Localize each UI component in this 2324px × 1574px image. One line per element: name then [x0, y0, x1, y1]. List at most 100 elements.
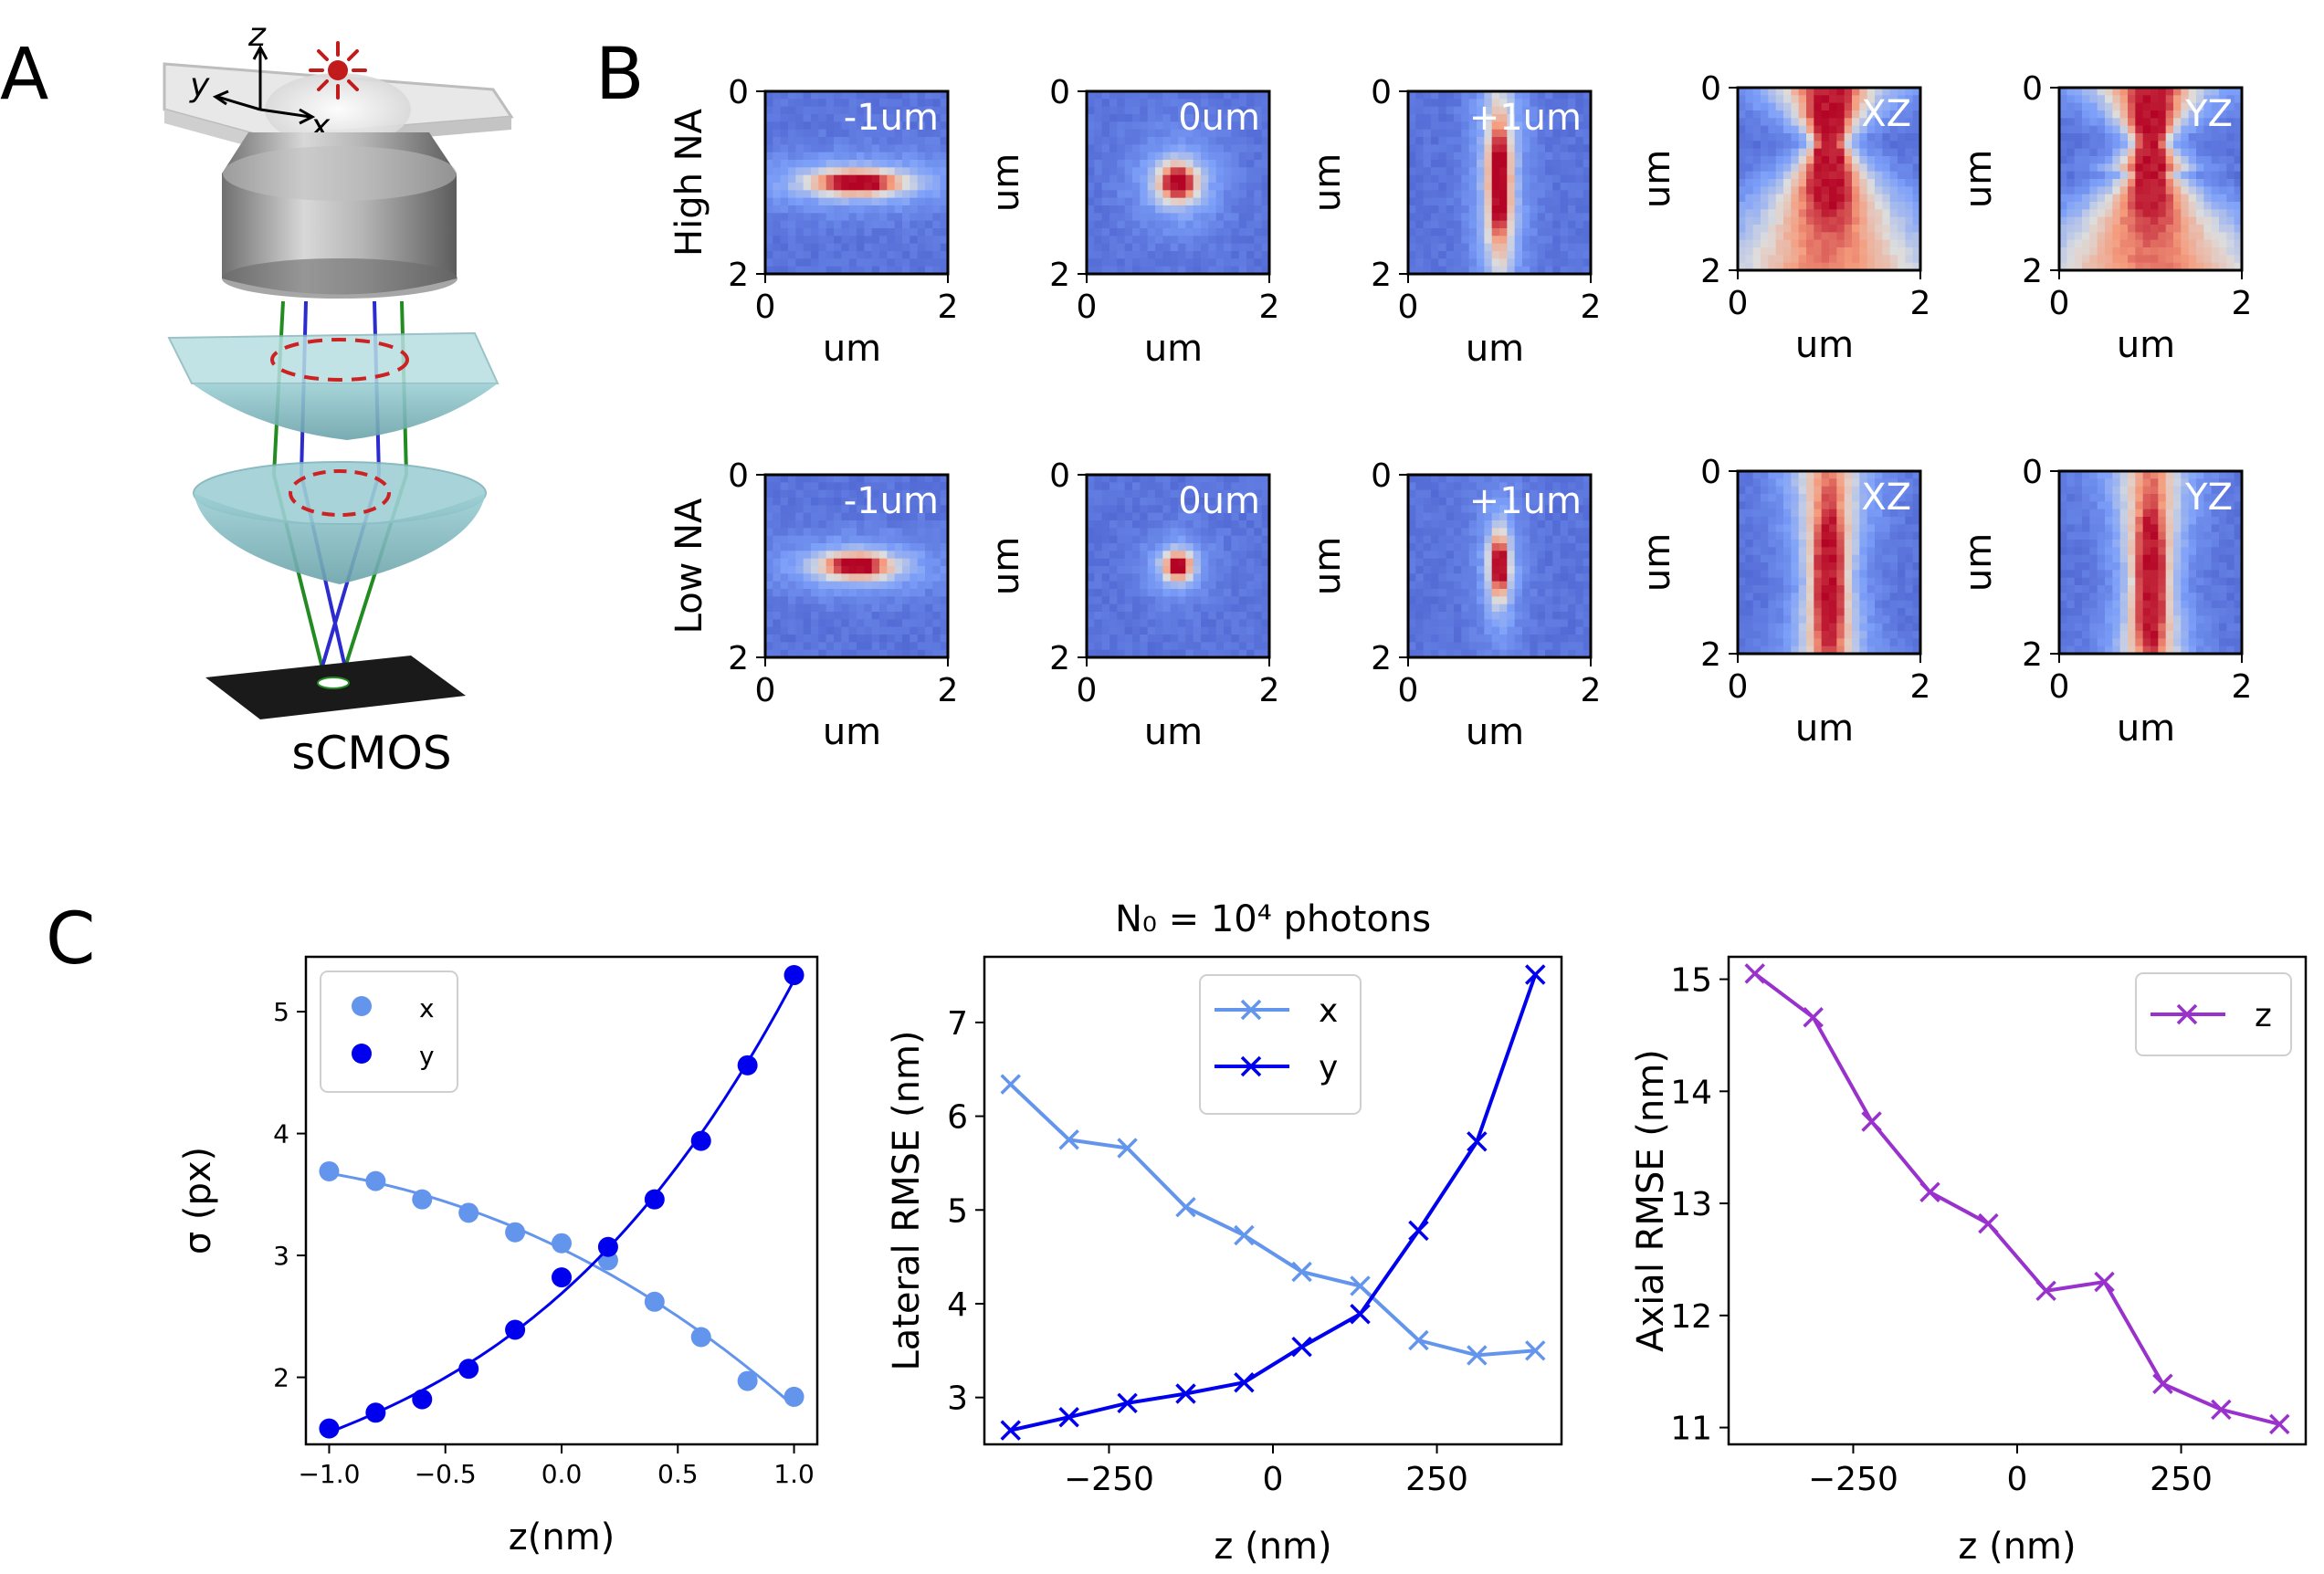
psf-pixel	[1215, 220, 1225, 229]
psf-pixel	[803, 205, 812, 214]
psf-pixel	[1783, 645, 1792, 655]
psf-pixel	[1415, 258, 1425, 268]
psf-pixel	[1745, 478, 1754, 488]
psf-pixel	[1261, 197, 1270, 206]
psf-pixel	[1875, 608, 1883, 616]
psf-pixel	[1738, 163, 1746, 173]
psf-pixel	[788, 635, 796, 643]
psf-pixel	[1215, 612, 1225, 620]
psf-pixel	[1178, 505, 1186, 514]
psf-pixel	[1575, 612, 1584, 620]
psf-pixel	[1560, 482, 1569, 491]
psf-pixel	[1522, 596, 1530, 605]
psf-pixel	[1215, 266, 1225, 275]
psf-pixel	[1246, 498, 1255, 506]
psf-pixel	[1552, 236, 1562, 245]
psf-pixel	[1147, 551, 1156, 560]
psf-pixel	[1836, 133, 1846, 142]
psf-pixel	[1806, 524, 1814, 533]
psf-pixel	[1215, 482, 1225, 491]
psf-pixel	[780, 174, 789, 184]
psf-pixel	[1140, 251, 1149, 259]
psf-pixel	[1545, 489, 1553, 498]
psf-pixel	[1155, 258, 1163, 268]
psf-pixel	[1867, 645, 1876, 655]
psf-pixel	[1791, 547, 1800, 556]
psf-pixel	[1201, 535, 1209, 544]
psf-pixel	[894, 228, 903, 236]
psf-pixel	[902, 543, 910, 551]
psf-pixel	[1162, 114, 1172, 122]
psf-pixel	[1446, 258, 1455, 268]
psf-pixel	[1147, 213, 1156, 222]
psf-pixel	[1836, 163, 1846, 173]
psf-pixel	[1499, 520, 1508, 529]
psf-pixel	[2173, 148, 2182, 157]
psf-pixel	[1745, 577, 1754, 586]
psf-pixel	[1124, 520, 1133, 529]
psf-pixel	[1798, 570, 1807, 579]
psf-pixel	[1201, 183, 1209, 191]
psf-pixel	[1231, 174, 1240, 184]
psf-pixel	[1499, 596, 1508, 605]
psf-pixel	[811, 190, 819, 199]
psf-pixel	[1101, 220, 1110, 229]
psf-pixel	[894, 152, 903, 161]
psf-pixel	[1552, 589, 1562, 597]
psf-pixel	[1408, 167, 1416, 176]
psf-pixel	[788, 520, 796, 529]
psf-pixel	[887, 649, 896, 658]
psf-pixel	[871, 228, 880, 236]
psf-pixel	[1224, 642, 1232, 651]
psf-pixel	[803, 243, 812, 252]
psf-pixel	[2173, 179, 2182, 187]
psf-pixel	[1415, 581, 1425, 590]
psf-pixel	[902, 114, 910, 122]
psf-pixel	[1889, 478, 1898, 488]
psf-pixel	[780, 482, 789, 491]
psf-pixel	[1738, 133, 1746, 142]
psf-pixel	[825, 137, 835, 145]
psf-pixel	[780, 498, 789, 506]
psf-pixel	[1537, 197, 1546, 206]
psf-pixel	[1530, 558, 1539, 567]
psf-pixel	[1491, 144, 1500, 153]
psf-pixel	[894, 114, 903, 122]
psf-pixel	[1140, 551, 1149, 560]
psf-pixel	[1484, 489, 1493, 498]
psf-pixel	[1875, 600, 1883, 609]
psf-pixel	[2173, 133, 2182, 142]
psf-pixel	[1254, 114, 1263, 122]
psf-pixel	[1522, 197, 1530, 206]
psf-pixel	[825, 160, 835, 168]
psf-pixel	[1738, 148, 1746, 157]
psf-pixel	[1162, 619, 1172, 628]
psf-pixel	[1185, 251, 1194, 259]
psf-pixel	[1431, 91, 1439, 100]
psf-pixel	[1254, 573, 1263, 582]
psf-pixel	[1507, 91, 1516, 100]
psf-pixel	[932, 475, 941, 483]
psf-pixel	[1545, 619, 1553, 628]
psf-pixel	[1101, 551, 1110, 560]
psf-pixel	[795, 573, 804, 582]
psf-pixel	[1170, 520, 1179, 529]
psf-pixel	[848, 558, 857, 567]
psf-pixel	[1575, 573, 1584, 582]
psf-pixel	[1178, 558, 1186, 567]
psf-pixel	[1438, 91, 1447, 100]
psf-pixel	[1583, 137, 1592, 145]
psf-pixel	[841, 589, 850, 597]
psf-pixel	[1101, 581, 1110, 590]
psf-pixel	[1261, 228, 1270, 236]
psf-pixel	[2082, 171, 2090, 180]
psf-pixel	[1545, 589, 1553, 597]
psf-pixel	[1775, 562, 1784, 571]
psf-pixel	[834, 228, 842, 236]
psf-pixel	[1859, 600, 1868, 609]
psf-pixel	[1836, 141, 1846, 150]
psf-pixel	[1094, 520, 1103, 529]
psf-pixel	[1415, 174, 1425, 184]
psf-pixel	[1798, 225, 1807, 233]
psf-pixel	[1132, 197, 1141, 206]
